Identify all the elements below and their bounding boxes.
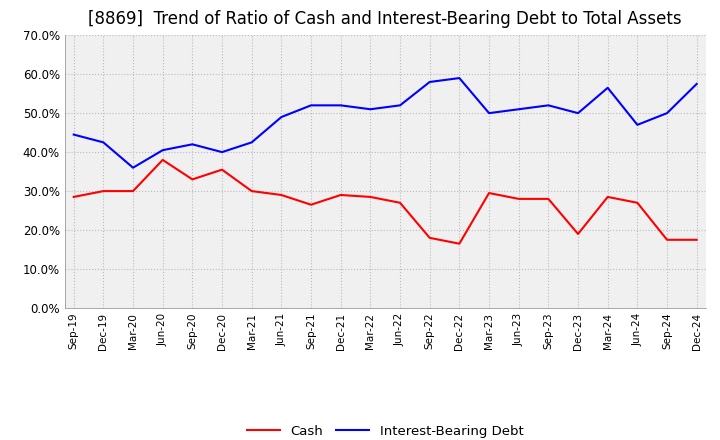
Interest-Bearing Debt	[69, 132, 78, 137]
Cash	[188, 177, 197, 182]
Cash	[662, 237, 671, 242]
Line: Interest-Bearing Debt: Interest-Bearing Debt	[73, 78, 697, 168]
Cash	[366, 194, 374, 200]
Cash	[158, 157, 167, 162]
Cash	[633, 200, 642, 205]
Cash	[217, 167, 226, 172]
Interest-Bearing Debt	[277, 114, 286, 120]
Interest-Bearing Debt	[455, 75, 464, 81]
Interest-Bearing Debt	[514, 106, 523, 112]
Cash	[307, 202, 315, 207]
Cash	[336, 192, 345, 198]
Interest-Bearing Debt	[485, 110, 493, 116]
Interest-Bearing Debt	[633, 122, 642, 128]
Legend: Cash, Interest-Bearing Debt: Cash, Interest-Bearing Debt	[241, 420, 529, 440]
Interest-Bearing Debt	[396, 103, 405, 108]
Interest-Bearing Debt	[426, 79, 434, 84]
Interest-Bearing Debt	[574, 110, 582, 116]
Cash	[99, 188, 108, 194]
Interest-Bearing Debt	[544, 103, 553, 108]
Cash	[277, 192, 286, 198]
Cash	[396, 200, 405, 205]
Cash	[248, 188, 256, 194]
Cash	[129, 188, 138, 194]
Line: Cash: Cash	[73, 160, 697, 244]
Cash	[574, 231, 582, 237]
Interest-Bearing Debt	[99, 140, 108, 145]
Cash	[426, 235, 434, 241]
Title: [8869]  Trend of Ratio of Cash and Interest-Bearing Debt to Total Assets: [8869] Trend of Ratio of Cash and Intere…	[89, 10, 682, 28]
Cash	[485, 191, 493, 196]
Interest-Bearing Debt	[129, 165, 138, 170]
Cash	[514, 196, 523, 202]
Cash	[544, 196, 553, 202]
Interest-Bearing Debt	[693, 81, 701, 87]
Interest-Bearing Debt	[188, 142, 197, 147]
Cash	[455, 241, 464, 246]
Interest-Bearing Debt	[217, 150, 226, 155]
Interest-Bearing Debt	[336, 103, 345, 108]
Interest-Bearing Debt	[603, 85, 612, 91]
Interest-Bearing Debt	[307, 103, 315, 108]
Cash	[693, 237, 701, 242]
Interest-Bearing Debt	[158, 147, 167, 153]
Interest-Bearing Debt	[366, 106, 374, 112]
Interest-Bearing Debt	[662, 110, 671, 116]
Cash	[603, 194, 612, 200]
Cash	[69, 194, 78, 200]
Interest-Bearing Debt	[248, 140, 256, 145]
